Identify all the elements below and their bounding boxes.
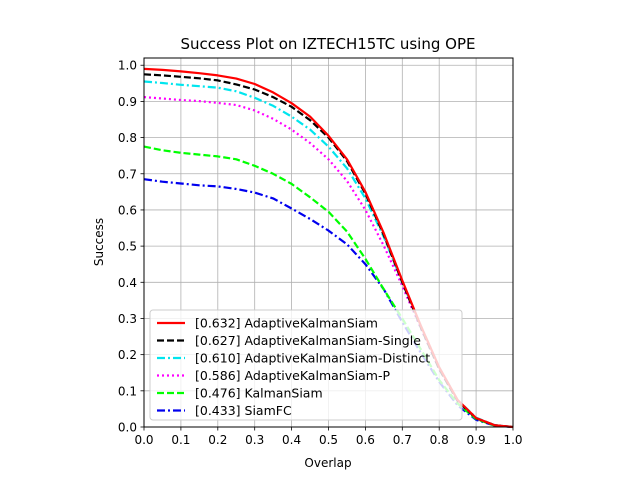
legend-entry-label: [0.433] SiamFC — [195, 403, 292, 418]
y-tick-label: 0.8 — [118, 131, 137, 145]
y-tick-label: 0.1 — [118, 384, 137, 398]
x-tick-label: 0.3 — [245, 433, 264, 447]
series-line-3 — [143, 96, 514, 429]
legend-box — [149, 309, 463, 421]
x-tick-label: 0.1 — [171, 433, 190, 447]
y-tick-label: 0.5 — [118, 240, 137, 254]
x-tick-label: 0.6 — [356, 433, 375, 447]
y-tick-label: 0.2 — [118, 348, 137, 362]
y-tick-label: 0.3 — [118, 312, 137, 326]
legend-entry-label: [0.586] AdaptiveKalmanSiam-P — [195, 368, 390, 383]
chart-title: Success Plot on IZTECH15TC using OPE — [181, 35, 476, 53]
legend: [0.632] AdaptiveKalmanSiam [0.627] Adapti… — [149, 309, 463, 421]
x-tick-label: 1.0 — [503, 433, 522, 447]
y-tick-label: 0.9 — [118, 95, 137, 109]
legend-entry-label: [0.632] AdaptiveKalmanSiam — [195, 316, 378, 331]
x-tick-label: 0.7 — [393, 433, 412, 447]
y-axis-label: Success — [92, 218, 106, 266]
y-tick-label: 1.0 — [118, 59, 137, 73]
legend-entry-label: [0.627] AdaptiveKalmanSiam-Single — [195, 333, 421, 348]
x-tick-label: 0.0 — [134, 433, 153, 447]
x-tick-label: 0.9 — [467, 433, 486, 447]
legend-entry-label: [0.610] AdaptiveKalmanSiam-Distinct — [195, 351, 430, 366]
x-axis-label: Overlap — [304, 456, 351, 470]
axis-ticks: 0.0 0.1 0.2 0.3 0.4 0.5 0.6 0.7 0.8 0.9 1.0 0.0 0.1 0… — [118, 59, 523, 447]
y-tick-label: 0.0 — [118, 421, 137, 435]
x-tick-label: 0.2 — [208, 433, 227, 447]
y-tick-label: 0.7 — [118, 167, 137, 181]
legend-entry-label: [0.476] KalmanSiam — [195, 386, 323, 401]
x-tick-label: 0.5 — [319, 433, 338, 447]
x-tick-label: 0.4 — [282, 433, 301, 447]
x-tick-label: 0.8 — [430, 433, 449, 447]
y-tick-label: 0.4 — [118, 276, 137, 290]
y-tick-label: 0.6 — [118, 203, 137, 217]
